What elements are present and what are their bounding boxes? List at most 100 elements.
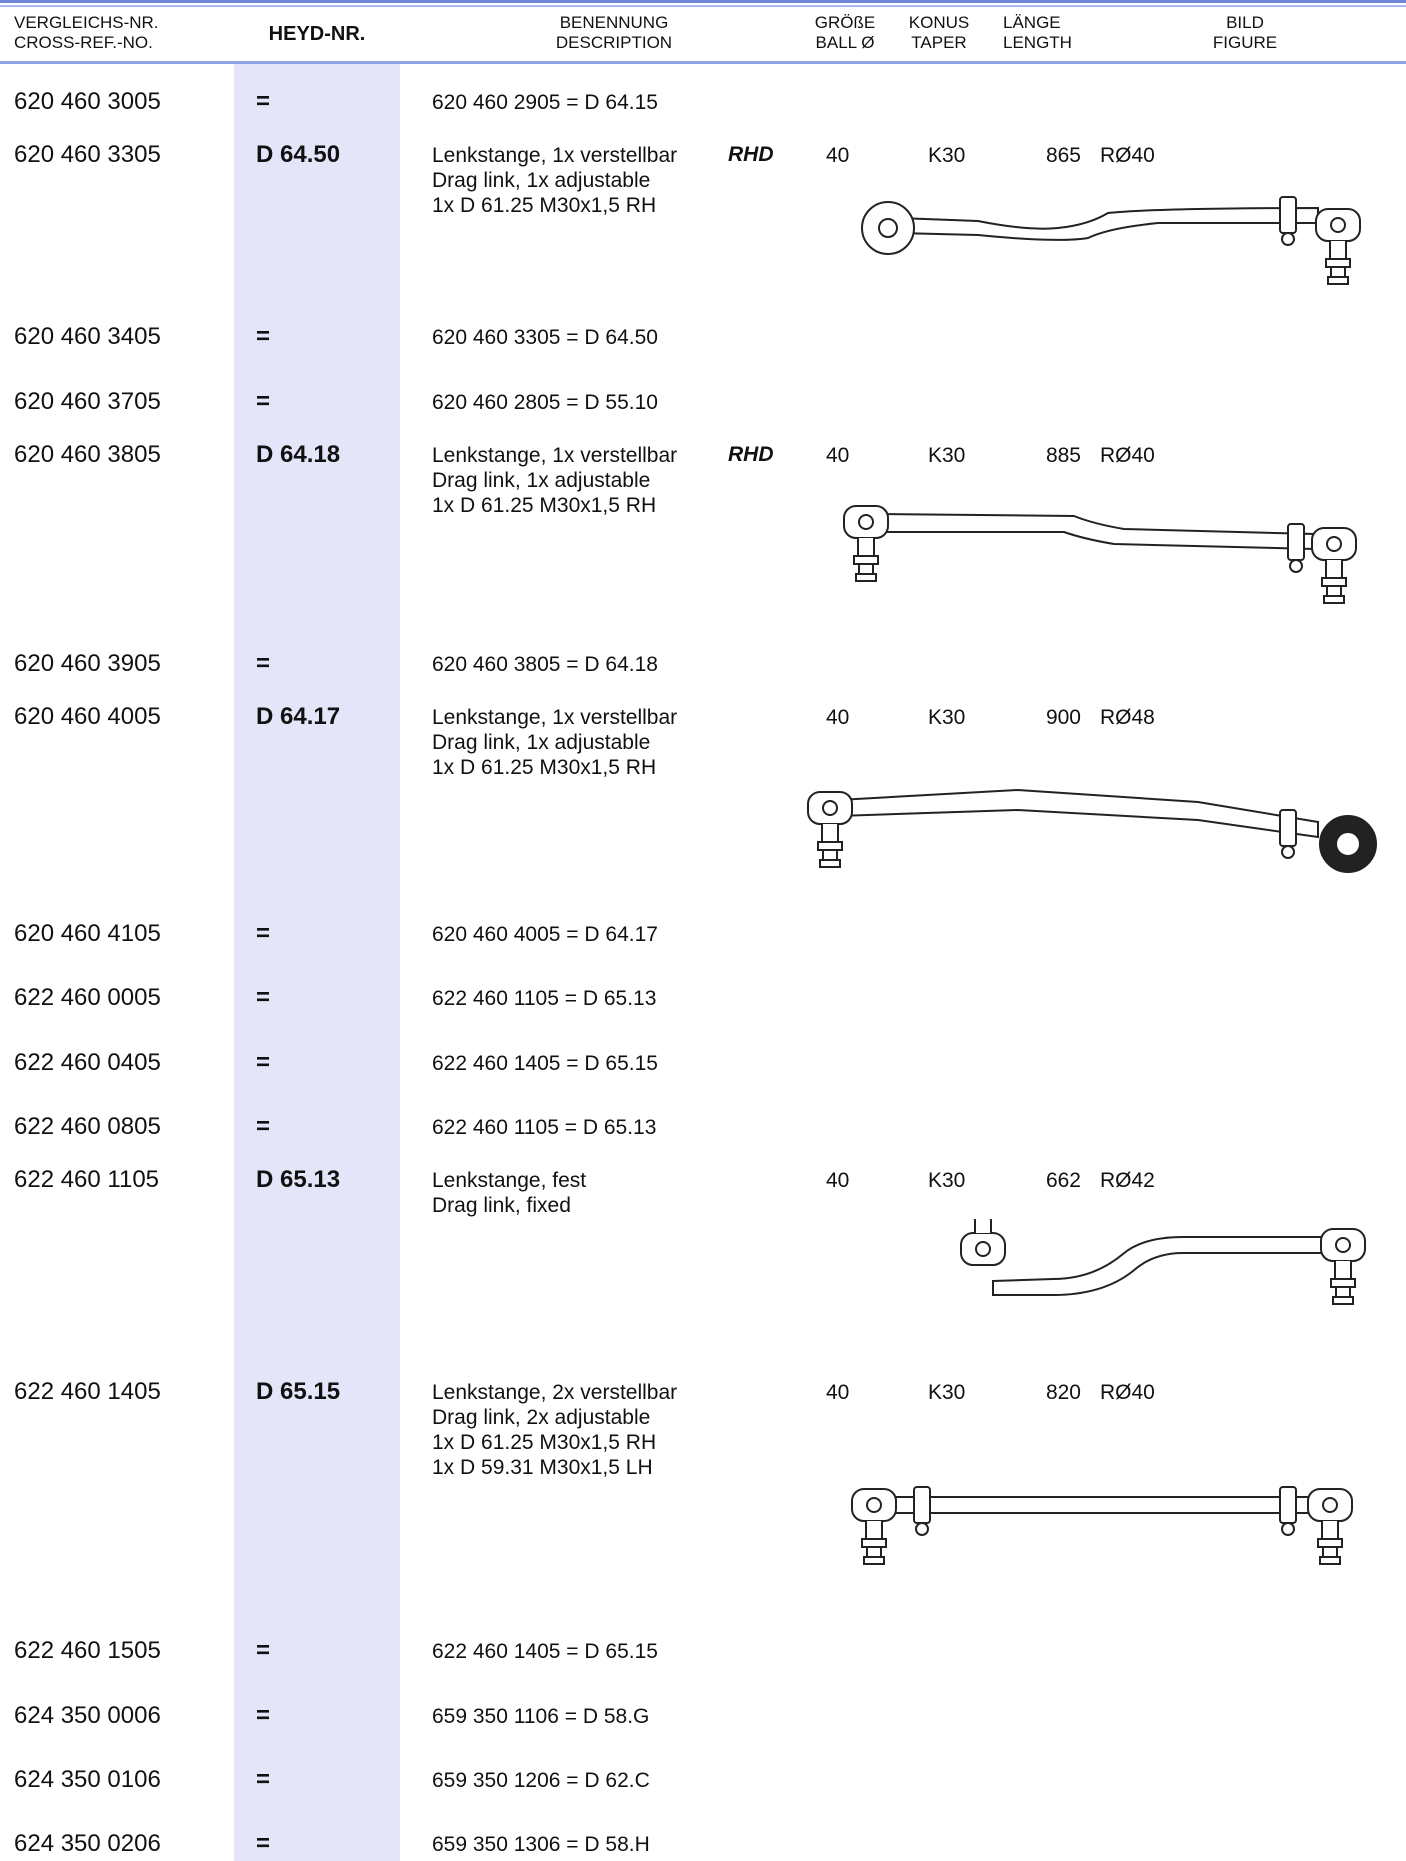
cross-ref: 620 460 3005 [14, 88, 161, 115]
cross-ref: 622 460 1105 [14, 1166, 160, 1193]
header-text: GRÖßE [814, 13, 876, 32]
taper: K30 [928, 444, 966, 467]
heyd-number: = [256, 88, 271, 115]
cross-ref: 624 350 0106 [14, 1766, 161, 1793]
description: 1x D 61.25 M30x1,5 RH [432, 494, 657, 517]
header-text: LENGTH [1003, 33, 1072, 52]
side-marker: RHD [728, 143, 774, 166]
drag-link-figure [843, 505, 1357, 604]
description: Lenkstange, 1x verstellbar [432, 706, 678, 729]
heyd-number: = [256, 650, 271, 677]
cross-ref: 624 350 0206 [14, 1830, 161, 1857]
header-text: LÄNGE [1003, 13, 1061, 32]
drag-link-figure [861, 196, 1361, 285]
description: 659 350 1106 = D 58.G [432, 1705, 650, 1728]
rod: RØ40 [1100, 444, 1155, 467]
cross-ref: 620 460 4005 [14, 703, 161, 730]
header-ball: GRÖßE BALL Ø [800, 13, 890, 53]
header-heyd: HEYD-NR. [268, 23, 366, 45]
heyd-number: = [256, 984, 271, 1011]
description: 622 460 1405 = D 65.15 [432, 1640, 658, 1663]
heyd-number: = [256, 1702, 271, 1729]
rod: RØ48 [1100, 706, 1155, 729]
length: 662 [1045, 1169, 1081, 1192]
drag-link-figure [807, 788, 1377, 873]
ball: 40 [826, 144, 850, 167]
ball: 40 [826, 1381, 850, 1404]
cross-ref: 620 460 4105 [14, 920, 161, 947]
cross-ref: 624 350 0006 [14, 1702, 161, 1729]
description: 659 350 1206 = D 62.C [432, 1769, 650, 1792]
description: 620 460 3305 = D 64.50 [432, 326, 658, 349]
description: Drag link, fixed [432, 1194, 571, 1217]
heyd-column-band [234, 64, 400, 1861]
description: 1x D 59.31 M30x1,5 LH [432, 1456, 653, 1479]
ball: 40 [826, 444, 850, 467]
ball: 40 [826, 706, 850, 729]
description: 1x D 61.25 M30x1,5 RH [432, 756, 657, 779]
cross-ref: 622 460 0405 [14, 1049, 161, 1076]
heyd-number: D 64.50 [256, 141, 341, 168]
heyd-number: = [256, 1113, 271, 1140]
description: 620 460 2805 = D 55.10 [432, 391, 658, 414]
heyd-number: D 65.15 [256, 1378, 341, 1405]
description: Lenkstange, fest [432, 1169, 587, 1192]
header-text: CROSS-REF.-NO. [14, 33, 153, 52]
cross-ref: 620 460 3405 [14, 323, 161, 350]
heyd-number: = [256, 920, 271, 947]
length: 900 [1045, 706, 1081, 729]
description: 622 460 1405 = D 65.15 [432, 1052, 658, 1075]
description: 1x D 61.25 M30x1,5 RH [432, 1431, 657, 1454]
heyd-number: = [256, 1049, 271, 1076]
description: Lenkstange, 1x verstellbar [432, 144, 678, 167]
heyd-number: = [256, 1830, 271, 1857]
header-text: DESCRIPTION [555, 33, 673, 52]
description: Drag link, 1x adjustable [432, 169, 651, 192]
header-length: LÄNGE LENGTH [1003, 13, 1072, 53]
header-text: BENENNUNG [559, 13, 669, 32]
description: 622 460 1105 = D 65.13 [432, 987, 657, 1010]
header-text: FIGURE [1212, 33, 1278, 52]
cross-ref: 620 460 3705 [14, 388, 161, 415]
length: 865 [1045, 144, 1081, 167]
description: 620 460 3805 = D 64.18 [432, 653, 658, 676]
heyd-number: = [256, 1766, 271, 1793]
rod: RØ40 [1100, 1381, 1155, 1404]
cross-ref: 620 460 3305 [14, 141, 161, 168]
header-description: BENENNUNG DESCRIPTION [514, 13, 714, 53]
cross-ref: 620 460 3805 [14, 441, 161, 468]
description: 659 350 1306 = D 58.H [432, 1833, 650, 1856]
header-text: KONUS [908, 13, 970, 32]
header-text: BILD [1226, 13, 1264, 32]
header-rule [0, 0, 1406, 3]
description: Drag link, 2x adjustable [432, 1406, 651, 1429]
header-text: TAPER [911, 33, 967, 52]
header-taper: KONUS TAPER [894, 13, 984, 53]
length: 885 [1045, 444, 1081, 467]
header-figure: BILD FIGURE [1195, 13, 1295, 53]
taper: K30 [928, 1169, 966, 1192]
description: Lenkstange, 2x verstellbar [432, 1381, 678, 1404]
header-cross-ref: VERGLEICHS-NR. CROSS-REF.-NO. [14, 13, 159, 53]
heyd-number: = [256, 323, 271, 350]
taper: K30 [928, 706, 966, 729]
taper: K30 [928, 144, 966, 167]
cross-ref: 622 460 0005 [14, 984, 161, 1011]
heyd-number: D 65.13 [256, 1166, 341, 1193]
heyd-number: D 64.18 [256, 441, 341, 468]
header-text: BALL Ø [815, 33, 875, 52]
rod: RØ40 [1100, 144, 1155, 167]
description: 622 460 1105 = D 65.13 [432, 1116, 657, 1139]
heyd-number: = [256, 388, 271, 415]
length: 820 [1045, 1381, 1081, 1404]
header-rule [0, 61, 1406, 64]
description: 1x D 61.25 M30x1,5 RH [432, 194, 657, 217]
heyd-number: D 64.17 [256, 703, 341, 730]
taper: K30 [928, 1381, 966, 1404]
header-text: VERGLEICHS-NR. [14, 13, 159, 32]
description: 620 460 4005 = D 64.17 [432, 923, 658, 946]
header-rule [0, 5, 1406, 7]
drag-link-figure [851, 1486, 1353, 1565]
rod: RØ42 [1100, 1169, 1155, 1192]
side-marker: RHD [728, 443, 774, 466]
